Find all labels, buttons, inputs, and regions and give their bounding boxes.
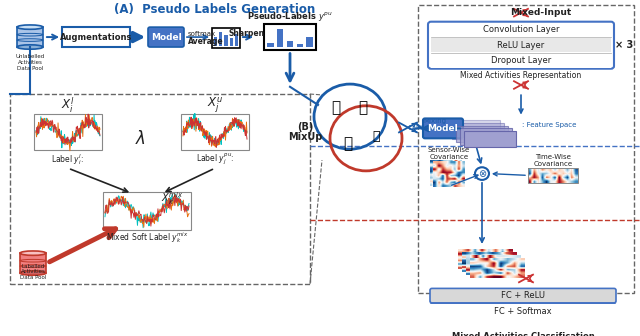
Text: Mixed-Input: Mixed-Input xyxy=(510,8,572,17)
Text: (A)  Pseudo Labels Generation: (A) Pseudo Labels Generation xyxy=(115,3,316,15)
Bar xyxy=(34,114,102,150)
Text: Convolution Layer: Convolution Layer xyxy=(483,25,559,34)
Bar xyxy=(460,128,512,145)
Text: FC + Softmax: FC + Softmax xyxy=(494,306,552,316)
Ellipse shape xyxy=(20,271,46,275)
Text: $X_k^{mix}$: $X_k^{mix}$ xyxy=(161,191,183,207)
Text: Dropout Layer: Dropout Layer xyxy=(491,56,551,66)
FancyBboxPatch shape xyxy=(148,27,184,47)
Bar xyxy=(277,29,284,47)
Text: Sharpen: Sharpen xyxy=(229,29,265,38)
Text: MixUp: MixUp xyxy=(288,131,322,141)
Bar xyxy=(212,28,240,48)
Text: Mixing
Calibration: Mixing Calibration xyxy=(408,118,446,131)
Text: Mixed Activities Classification: Mixed Activities Classification xyxy=(452,332,595,336)
Bar xyxy=(268,43,274,47)
FancyBboxPatch shape xyxy=(430,288,616,303)
Bar xyxy=(214,37,217,46)
Text: $X_i^l$: $X_i^l$ xyxy=(61,95,75,115)
Text: Mixed Activities Representation: Mixed Activities Representation xyxy=(460,71,582,80)
Text: Model: Model xyxy=(150,33,181,42)
Bar xyxy=(10,94,310,284)
Bar xyxy=(456,126,508,142)
Bar xyxy=(287,41,293,47)
Bar xyxy=(17,27,43,47)
Text: (B): (B) xyxy=(297,123,313,132)
Bar xyxy=(103,192,191,229)
Text: Label $y_j^{pu}$:: Label $y_j^{pu}$: xyxy=(196,152,234,167)
Text: 🧘: 🧘 xyxy=(372,130,380,143)
FancyBboxPatch shape xyxy=(423,118,463,138)
Bar xyxy=(296,44,303,47)
Text: 🏋: 🏋 xyxy=(332,100,340,115)
FancyBboxPatch shape xyxy=(428,22,614,69)
Bar xyxy=(448,120,500,136)
Bar xyxy=(181,114,249,150)
Ellipse shape xyxy=(17,25,43,29)
Text: softmax: softmax xyxy=(188,31,216,37)
Bar xyxy=(431,23,611,37)
FancyBboxPatch shape xyxy=(430,304,616,318)
Bar xyxy=(431,54,611,68)
Ellipse shape xyxy=(20,251,46,255)
Text: Average: Average xyxy=(188,37,223,46)
Text: : Feature Space: : Feature Space xyxy=(522,122,577,128)
Text: Time-Wise
Covariance: Time-Wise Covariance xyxy=(533,155,573,167)
Bar xyxy=(20,253,46,273)
Text: ⊗: ⊗ xyxy=(478,169,486,179)
Text: Labelled
Activities
Data Pool: Labelled Activities Data Pool xyxy=(20,264,46,280)
Bar xyxy=(62,27,130,47)
Circle shape xyxy=(475,167,489,180)
Bar xyxy=(219,32,223,46)
Bar xyxy=(230,38,233,46)
Text: Pseudo-Labels $y^{pu}$: Pseudo-Labels $y^{pu}$ xyxy=(247,10,333,23)
Bar xyxy=(452,123,504,139)
Bar xyxy=(418,5,634,293)
Bar xyxy=(225,35,228,46)
Bar xyxy=(307,37,312,47)
Text: Model: Model xyxy=(428,124,458,133)
Text: $X_j^u$: $X_j^u$ xyxy=(207,95,223,115)
Text: $\lambda$: $\lambda$ xyxy=(134,130,145,148)
Bar xyxy=(235,34,238,46)
Text: × 3: × 3 xyxy=(615,40,633,50)
Text: FC + ReLU: FC + ReLU xyxy=(501,291,545,300)
Bar xyxy=(264,25,316,50)
Bar xyxy=(528,168,578,183)
Text: Unlabelled
Activities
Data Pool: Unlabelled Activities Data Pool xyxy=(15,54,45,71)
Ellipse shape xyxy=(17,45,43,49)
Text: 🧘: 🧘 xyxy=(358,100,367,115)
Text: 🚴: 🚴 xyxy=(344,136,353,151)
Bar xyxy=(431,38,611,52)
Text: ReLU Layer: ReLU Layer xyxy=(497,41,545,50)
Text: Mixed Soft Label $y_k^{mix}$: Mixed Soft Label $y_k^{mix}$ xyxy=(106,230,188,245)
Text: Label $y_i^l$:: Label $y_i^l$: xyxy=(51,152,84,167)
Text: Augmentations: Augmentations xyxy=(60,33,132,42)
Bar xyxy=(464,131,516,148)
Text: Sensor-Wise
Covariance: Sensor-Wise Covariance xyxy=(428,147,470,160)
